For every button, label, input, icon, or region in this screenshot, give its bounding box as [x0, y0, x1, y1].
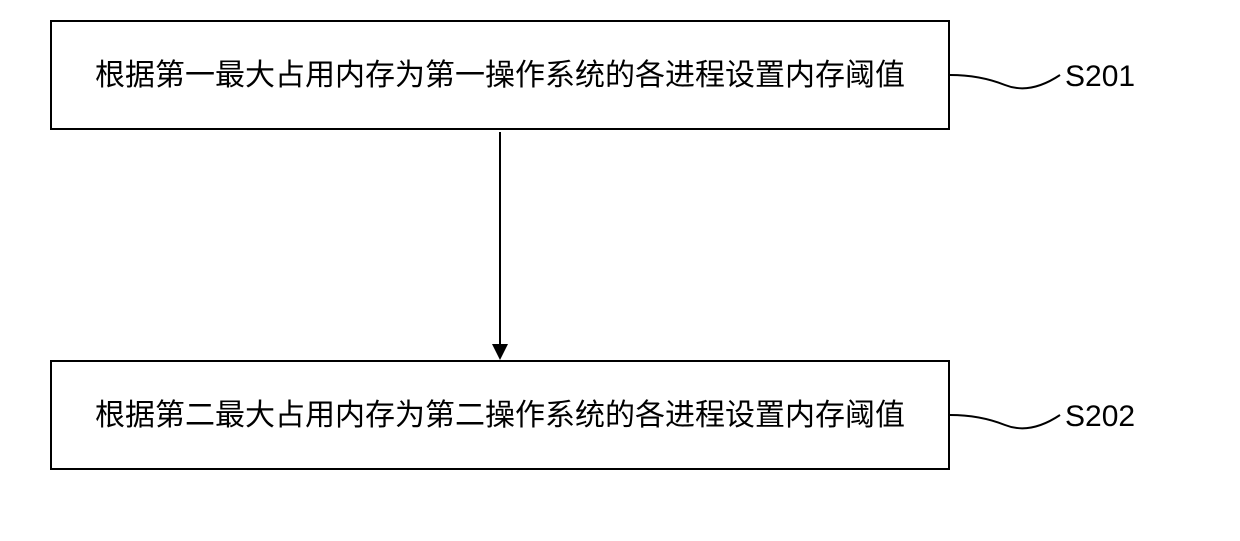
arrow-step1-to-step2: [488, 130, 512, 362]
step-1-text: 根据第一最大占用内存为第一操作系统的各进程设置内存阈值: [95, 53, 905, 98]
flowchart-step-2: 根据第二最大占用内存为第二操作系统的各进程设置内存阈值: [50, 360, 950, 470]
step-2-text: 根据第二最大占用内存为第二操作系统的各进程设置内存阈值: [95, 393, 905, 438]
step-1-label: S201: [1065, 60, 1135, 94]
flowchart-step-1: 根据第一最大占用内存为第一操作系统的各进程设置内存阈值: [50, 20, 950, 130]
connector-1: [950, 55, 1065, 95]
connector-2: [950, 395, 1065, 435]
step-2-label: S202: [1065, 400, 1135, 434]
